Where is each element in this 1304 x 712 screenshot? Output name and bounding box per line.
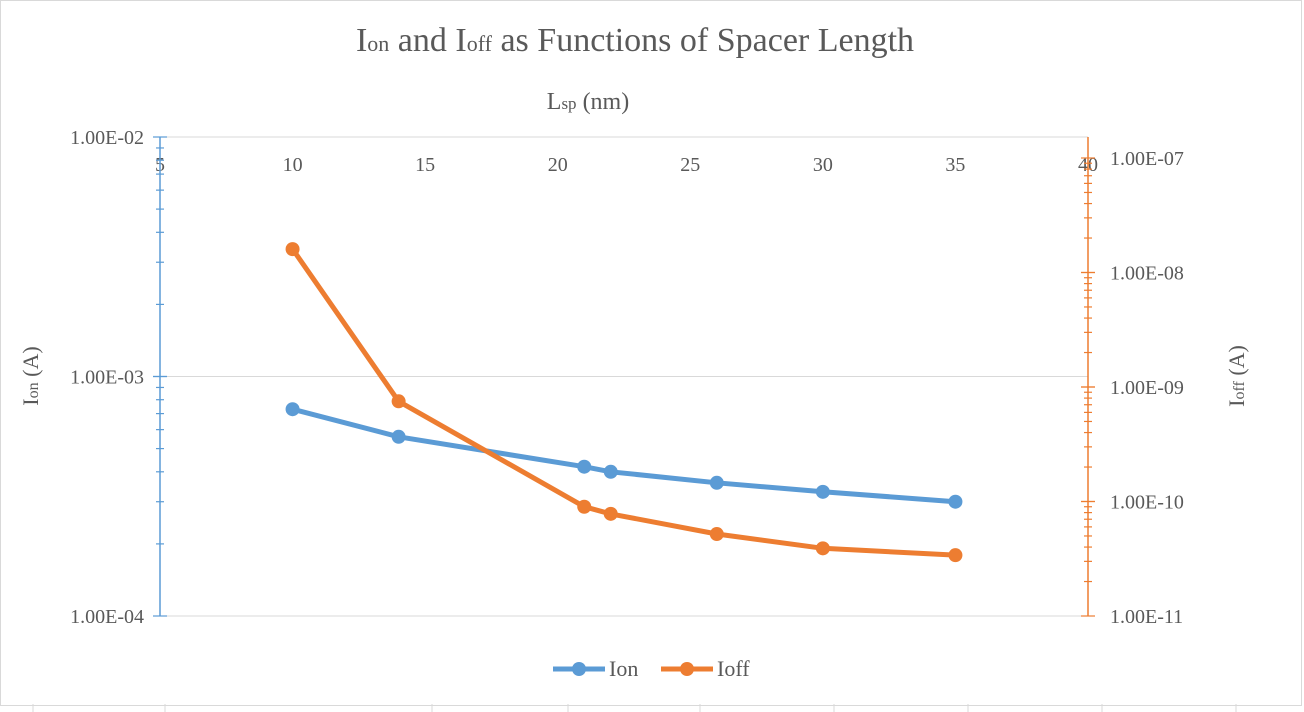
y-right-tick-label: 1.00E-11: [1110, 606, 1183, 628]
data-point-ioff: [815, 541, 830, 556]
data-point-ion: [391, 429, 406, 444]
data-point-ioff: [391, 394, 406, 409]
x-tick-label: 25: [680, 154, 700, 176]
legend: Ion Ioff: [553, 656, 750, 681]
legend-label-ion: Ion: [609, 656, 638, 681]
y-axis-left: 1.00E-04 1.00E-03 1.00E-02: [70, 127, 167, 628]
series-layer: [285, 242, 963, 563]
series-line-ion: [290, 406, 958, 505]
y-right-tick-label: 1.00E-07: [1110, 148, 1184, 170]
x-tick-label: 20: [548, 154, 568, 176]
data-point-ion: [709, 475, 724, 490]
data-point-ion: [948, 494, 963, 509]
data-point-ioff: [285, 242, 300, 257]
data-point-ioff: [948, 548, 963, 563]
y-axis-left-label: Ion (A): [18, 346, 43, 405]
legend-marker-ioff: [680, 662, 694, 676]
x-tick-label: 35: [945, 154, 965, 176]
data-point-ion: [815, 484, 830, 499]
x-axis: 510152025303540: [155, 136, 1098, 176]
y-left-tick-label: 1.00E-02: [70, 127, 144, 149]
data-point-ioff: [577, 499, 592, 514]
y-axis-right-label: Ioff (A): [1224, 345, 1249, 407]
y-left-tick-label: 1.00E-04: [70, 606, 144, 628]
gridlines: [160, 136, 1088, 617]
bottom-decorative-ticks: [32, 704, 1237, 712]
y-left-tick-label: 1.00E-03: [70, 367, 144, 389]
legend-label-ioff: Ioff: [717, 656, 750, 681]
legend-marker-ion: [572, 662, 586, 676]
data-point-ioff: [709, 527, 724, 542]
y-right-tick-label: 1.00E-08: [1110, 263, 1184, 285]
y-axis-right: 1.00E-11 1.00E-10 1.00E-09 1.00E-08 1.00E-07: [1081, 137, 1184, 628]
chart-title: Ion and Ioff as Functions of Spacer Leng…: [356, 22, 914, 59]
y-right-tick-label: 1.00E-09: [1110, 377, 1184, 399]
x-tick-label: 30: [813, 154, 833, 176]
x-tick-label: 10: [283, 154, 303, 176]
x-tick-label: 15: [415, 154, 435, 176]
data-point-ion: [577, 459, 592, 474]
y-right-tick-label: 1.00E-10: [1110, 492, 1184, 514]
data-point-ion: [603, 464, 618, 479]
data-point-ion: [285, 402, 300, 417]
data-point-ioff: [603, 506, 618, 521]
x-axis-label: Lsp (nm): [547, 89, 629, 115]
